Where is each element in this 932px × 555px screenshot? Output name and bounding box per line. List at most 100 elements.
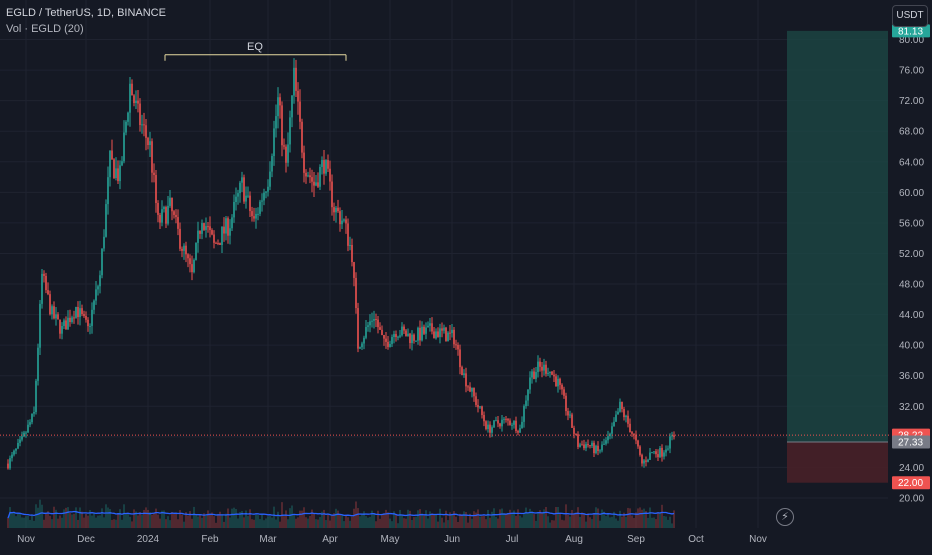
candle-body <box>563 389 565 396</box>
volume-bar <box>63 509 65 528</box>
volume-bar <box>275 519 277 528</box>
candle-body <box>355 277 357 309</box>
volume-bar <box>133 509 135 528</box>
volume-bar <box>413 517 415 528</box>
volume-legend[interactable]: Vol · EGLD (20) <box>6 23 84 35</box>
candle-body <box>149 141 151 146</box>
volume-bar <box>395 513 397 528</box>
volume-bar <box>631 515 633 528</box>
volume-bar <box>235 508 237 528</box>
candle-body <box>37 347 39 381</box>
volume-bar <box>145 507 147 528</box>
candle-body <box>417 327 419 341</box>
volume-bar <box>653 517 655 528</box>
candle-body <box>327 160 329 169</box>
candle-body <box>511 424 513 426</box>
candle-body <box>599 450 601 452</box>
y-tick-label: 40.00 <box>899 341 924 352</box>
candle-body <box>49 294 51 315</box>
time-axis[interactable]: Nov Dec 2024 Feb Mar Apr May Jun Jul Aug Sep Oct Nov <box>0 528 932 550</box>
eq-label: EQ <box>247 41 263 53</box>
volume-bar <box>289 508 291 528</box>
candle-body <box>307 175 309 177</box>
x-tick-label: Apr <box>322 534 338 545</box>
candle-body <box>193 259 195 273</box>
candle-body <box>65 320 67 330</box>
candle-body <box>267 186 269 192</box>
candle-body <box>525 400 527 407</box>
candle-body <box>641 454 643 464</box>
volume-bar <box>489 517 491 528</box>
time-axis-bg <box>0 528 932 550</box>
volume-bar <box>597 508 599 528</box>
eq-annotation[interactable]: EQ <box>164 41 347 61</box>
long-position-tool[interactable] <box>787 30 888 483</box>
candle-body <box>539 361 541 367</box>
y-tick-label: 32.00 <box>899 402 924 413</box>
lightning-icon[interactable]: ⚡ <box>776 508 794 526</box>
volume-bar <box>537 512 539 528</box>
candle-body <box>383 335 385 339</box>
x-tick-label: Jul <box>506 534 519 545</box>
candle-body <box>225 218 227 234</box>
volume-bar <box>361 513 363 528</box>
candle-body <box>589 445 591 447</box>
price-axis[interactable]: 20.0024.0028.0032.0036.0040.0044.0048.00… <box>890 0 932 528</box>
candle-body <box>57 314 59 320</box>
volume-bar <box>437 521 439 528</box>
candle-body <box>373 318 375 321</box>
candle-body <box>73 317 75 319</box>
candle-body <box>497 420 499 424</box>
volume-bar <box>15 516 17 528</box>
candle-body <box>281 105 283 146</box>
volume-bar <box>497 518 499 528</box>
volume-bar <box>135 511 137 528</box>
volume-bars <box>7 499 675 528</box>
candle-body <box>257 213 259 215</box>
candle-body <box>519 428 521 433</box>
candle-body <box>415 340 417 342</box>
symbol-title[interactable]: EGLD / TetherUS, 1D, BINANCE <box>6 7 166 19</box>
volume-bar <box>291 505 293 528</box>
volume-bar <box>7 518 9 528</box>
volume-bar <box>469 513 471 528</box>
volume-bar <box>195 515 197 528</box>
candle-body <box>597 445 599 452</box>
candle-body <box>315 182 317 186</box>
candle-body <box>549 371 551 373</box>
candle-body <box>617 411 619 415</box>
volume-bar <box>191 518 193 528</box>
candle-body <box>459 349 461 368</box>
volume-bar <box>397 523 399 528</box>
candle-body <box>143 124 145 126</box>
volume-bar <box>495 516 497 528</box>
candle-body <box>493 420 495 428</box>
candle-body <box>11 454 13 459</box>
x-tick-label: Aug <box>565 534 583 545</box>
volume-bar <box>77 519 79 528</box>
x-tick-label: Jun <box>444 534 460 545</box>
candle-body <box>347 223 349 246</box>
candle-body <box>465 373 467 387</box>
volume-bar <box>327 514 329 528</box>
candle-body <box>235 196 237 203</box>
candle-body <box>397 336 399 338</box>
candle-body <box>287 144 289 163</box>
candle-body <box>83 314 85 316</box>
x-tick-label: May <box>381 534 400 545</box>
currency-button[interactable]: USDT <box>892 5 928 27</box>
volume-bar <box>439 508 441 528</box>
candle-body <box>299 101 301 122</box>
volume-bar <box>493 508 495 528</box>
candle-body <box>633 433 635 435</box>
candle-body <box>205 226 207 230</box>
price-tag-bg <box>892 476 930 490</box>
volume-bar <box>99 515 101 528</box>
candle-body <box>653 451 655 453</box>
volume-bar <box>663 515 665 528</box>
candle-body <box>577 434 579 447</box>
candle-body <box>295 67 297 91</box>
y-tick-label: 52.00 <box>899 249 924 260</box>
